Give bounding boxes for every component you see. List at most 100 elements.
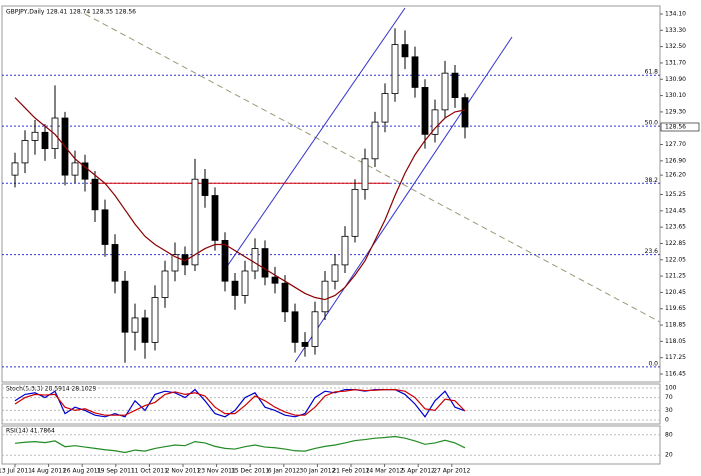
candle-body (261, 248, 269, 278)
candle-body (351, 189, 359, 237)
candle-body (271, 276, 279, 284)
rsi-tick-label: 80 (665, 431, 673, 438)
stoch-line (14, 388, 466, 416)
y-tick-label: 122.05 (665, 256, 686, 263)
trend-line (84, 13, 661, 323)
candle-body (311, 311, 319, 347)
candle-body (411, 56, 419, 88)
moving-average (14, 97, 466, 301)
candle-body (211, 195, 219, 241)
candle-body (11, 162, 19, 176)
candle-body (111, 244, 119, 282)
candle-body (441, 72, 449, 111)
y-tick-label: 134.10 (665, 11, 686, 18)
x-tick-label: 2 Nov 2011 (166, 468, 201, 475)
y-tick-label: 118.85 (665, 322, 686, 329)
candle-body (341, 235, 349, 266)
candle-body (161, 270, 169, 298)
x-tick-label: 13 Jul 2011 (0, 468, 32, 475)
x-tick-label: 23 Nov 2011 (197, 468, 236, 475)
candle-body (251, 248, 259, 272)
rsi-panel (1, 425, 661, 465)
candle-body (101, 209, 109, 245)
x-tick-label: 4 Aug 2011 (31, 468, 66, 475)
candle-body (461, 97, 469, 128)
y-tick-label: 129.30 (665, 108, 686, 115)
candle-body (91, 178, 99, 211)
candle-body (131, 317, 139, 333)
y-tick-label: 123.65 (665, 224, 686, 231)
candle-body (241, 270, 249, 296)
candle-body (231, 280, 239, 296)
candle-body (301, 341, 309, 347)
last-price: 128.56 (665, 123, 686, 130)
chart-title: GBPJPY,Daily 128.41 128.74 128.35 128.56 (6, 9, 136, 16)
y-tick-label: 120.45 (665, 289, 686, 296)
x-tick-label: 5 Apr 2012 (402, 468, 435, 475)
y-tick-label: 118.05 (665, 338, 686, 345)
x-tick-label: 21 Feb 2012 (332, 468, 370, 475)
candle-body (371, 121, 379, 160)
x-tick-label: 6 Jan 2012 (268, 468, 300, 475)
y-tick-label: 116.45 (665, 371, 686, 378)
candle-body (321, 280, 329, 313)
candle-body (331, 264, 339, 282)
stoch-panel (1, 383, 661, 425)
y-tick-label: 133.30 (665, 27, 686, 34)
rsi-line (14, 435, 466, 454)
candle-body (291, 311, 299, 343)
x-tick-label: 27 Apr 2012 (433, 468, 470, 475)
stoch-tick-label: 30 (665, 407, 673, 414)
rsi-title: RSI(14) 41.7864 (6, 428, 55, 435)
y-tick-label: 125.25 (665, 191, 686, 198)
y-tick-label: 126.20 (665, 172, 686, 179)
y-tick-label: 119.65 (665, 305, 686, 312)
rsi-tick-label: 20 (665, 452, 673, 459)
x-tick-label: 14 Mar 2012 (366, 468, 404, 475)
y-tick-label: 130.90 (665, 76, 686, 83)
fib-label: 61.8 (645, 69, 659, 76)
candle-body (41, 131, 49, 150)
channel-line (227, 7, 406, 266)
y-tick-label: 126.90 (665, 157, 686, 164)
stoch-tick-label: 70 (665, 394, 673, 401)
candle-body (421, 87, 429, 135)
candle-body (81, 162, 89, 180)
last-price-box (660, 122, 700, 132)
candle-body (21, 140, 29, 164)
y-tick-label: 127.70 (665, 141, 686, 148)
candle-body (141, 317, 149, 343)
candle-body (121, 280, 129, 333)
candle-body (221, 240, 229, 282)
fib-label: 50.0 (645, 120, 659, 127)
candle-body (171, 254, 179, 272)
candle-body (71, 162, 79, 176)
y-tick-label: 130.10 (665, 92, 686, 99)
candle-body (201, 178, 209, 196)
x-tick-label: 15 Dec 2011 (231, 468, 270, 475)
candle-body (391, 44, 399, 94)
main-panel (1, 5, 661, 383)
y-tick-label: 132.50 (665, 43, 686, 50)
candle-body (281, 282, 289, 313)
stoch-tick-label: 0 (665, 417, 669, 424)
candle-body (191, 178, 199, 266)
x-tick-label: 19 Sep 2011 (97, 468, 135, 475)
x-tick-label: 30 Jan 2012 (299, 468, 335, 475)
candle-body (361, 158, 369, 190)
x-tick-label: 11 Oct 2011 (131, 468, 168, 475)
y-tick-label: 117.25 (665, 354, 686, 361)
fib-label: 23.6 (645, 248, 659, 255)
candle-body (51, 117, 59, 150)
candle-body (451, 72, 459, 99)
y-tick-label: 121.25 (665, 273, 686, 280)
candle-body (431, 109, 439, 135)
y-tick-label: 131.70 (665, 59, 686, 66)
y-tick-label: 124.45 (665, 207, 686, 214)
fib-label: 38.2 (645, 177, 659, 184)
stoch-title: Stoch(5,3,3) 28.5914 28.1029 (6, 386, 97, 393)
candle-body (151, 297, 159, 343)
candle-body (31, 131, 39, 141)
